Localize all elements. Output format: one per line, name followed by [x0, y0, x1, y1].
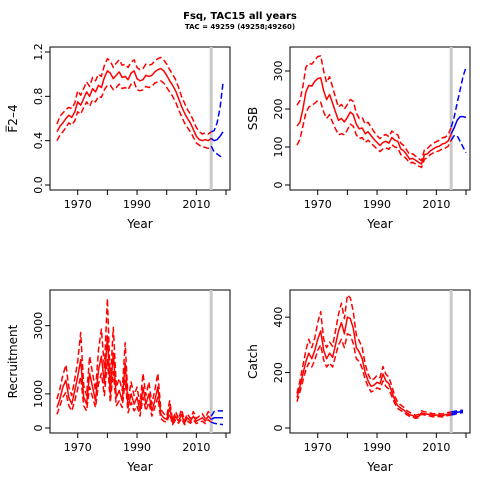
recruitment-projection-median-line	[210, 417, 223, 421]
fbar-historic-median-line	[56, 67, 212, 142]
ssb-xtick-label: 1990	[363, 198, 391, 211]
fbar-historic-lower-line	[56, 80, 212, 150]
fbar-frame	[49, 46, 231, 191]
catch-ytick-label: 0	[272, 425, 285, 432]
recruitment-projection-lower-line	[210, 421, 224, 426]
recruitment-ytick-label: 0	[32, 425, 45, 432]
ssb-historic-median-line	[296, 77, 452, 165]
recruitment-xtick-label: 2010	[182, 441, 210, 454]
recruitment-ytick-label: 1000	[32, 380, 45, 408]
catch-frame	[289, 289, 471, 434]
fbar-xlabel: Year	[126, 217, 152, 231]
fbar-xtick-label: 1990	[123, 198, 151, 211]
fbar-historic-upper-line	[56, 56, 212, 135]
recruitment-frame	[49, 289, 231, 434]
catch-xtick-label: 2010	[422, 441, 450, 454]
catch-ytick-label: 400	[272, 307, 285, 328]
fbar-projection-lower-line	[210, 145, 224, 159]
ssb-projection-upper-line	[450, 66, 467, 128]
figure-title: Fsq, TAC15 all years	[183, 11, 297, 22]
recruitment-projection-upper-line	[210, 410, 223, 417]
fbar-xtick-label: 1970	[64, 198, 92, 211]
fbar-ytick-label: 0.4	[32, 132, 45, 150]
catch-xlabel: Year	[366, 460, 392, 474]
ssb-historic-upper-line	[296, 55, 452, 162]
fbar-projection-upper-line	[210, 82, 224, 133]
recruitment-ylabel: Recruitment	[6, 324, 20, 398]
catch-projection-upper-line	[451, 409, 464, 413]
ssb-xtick-label: 1970	[304, 198, 332, 211]
catch-historic-lower-line	[296, 333, 452, 420]
ssb-xtick-label: 2010	[422, 198, 450, 211]
fbar-ytick-label: 0.0	[32, 176, 45, 194]
ssb-panel: 1970 1990 2010 0 100 200 300 Year SSB	[246, 46, 471, 231]
ssb-ylabel: SSB	[246, 107, 260, 130]
catch-ylabel: Catch	[246, 344, 260, 379]
catch-panel: 1970 1990 2010 0 200 400 Year Catch	[246, 289, 471, 474]
figure-subtitle: TAC = 49259 (49258;49260)	[184, 23, 296, 31]
fbar-projection-median-line	[210, 131, 224, 142]
recruitment-xlabel: Year	[126, 460, 152, 474]
ssb-historic-lower-line	[296, 99, 452, 169]
ssb-frame	[289, 46, 471, 191]
catch-xtick-label: 1990	[363, 441, 391, 454]
fbar-panel: 1970 1990 2010 0.0 0.4 0.8 1.2 Year F̅2–4	[5, 43, 231, 231]
recruitment-historic-lower-line	[56, 359, 212, 426]
fbar-xtick-label: 2010	[182, 198, 210, 211]
fbar-ytick-label: 0.8	[32, 88, 45, 106]
recruitment-ytick-label: 3000	[32, 312, 45, 340]
recruitment-xtick-label: 1970	[64, 441, 92, 454]
ssb-projection-median-line	[450, 115, 467, 135]
catch-projection-lower-line	[451, 411, 464, 416]
recruitment-historic-median-line	[56, 335, 212, 424]
recruitment-xtick-label: 1990	[123, 441, 151, 454]
ssb-ytick-label: 0	[272, 182, 285, 189]
ssb-ytick-label: 300	[272, 61, 285, 82]
ssb-xlabel: Year	[366, 217, 392, 231]
ssb-projection-lower-line	[450, 134, 467, 154]
recruitment-panel: 1970 1990 2010 0 1000 3000 Year Recruitment	[6, 289, 231, 474]
catch-ytick-label: 200	[272, 362, 285, 383]
fbar-ytick-label: 1.2	[32, 43, 45, 61]
catch-historic-median-line	[296, 316, 452, 418]
catch-xtick-label: 1970	[304, 441, 332, 454]
catch-historic-upper-line	[296, 294, 452, 417]
ssb-ytick-label: 200	[272, 99, 285, 120]
ssb-ytick-label: 100	[272, 137, 285, 158]
catch-projection-median-line	[451, 410, 464, 415]
fbar-ylabel: F̅2–4	[5, 104, 20, 132]
recruitment-historic-upper-line	[56, 297, 212, 422]
